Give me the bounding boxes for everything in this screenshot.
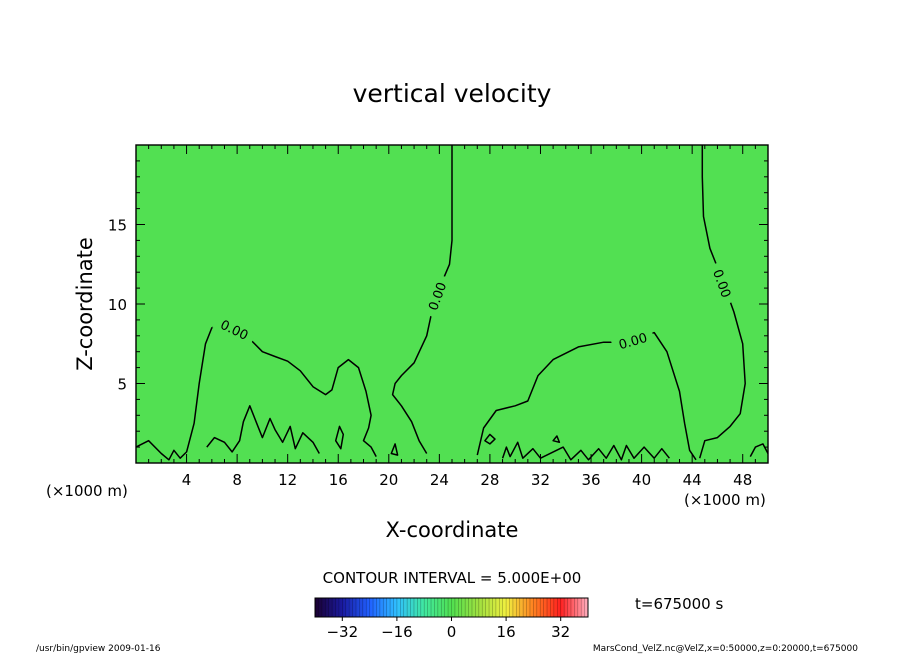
colorbar-tick-label: 0: [447, 623, 457, 641]
time-label: t=675000 s: [635, 595, 723, 613]
y-tick-label: 10: [108, 296, 127, 314]
colorbar-tick-label: −16: [381, 623, 413, 641]
x-tick-label: 8: [232, 471, 242, 489]
x-tick-label: 28: [480, 471, 499, 489]
contour-closed-16: [334, 425, 345, 450]
contour-far-right: [698, 145, 746, 459]
y-tick-label: 5: [117, 376, 127, 394]
contour-lines: [135, 145, 769, 461]
contour-label-bg: [422, 273, 452, 319]
contour-interval: CONTOUR INTERVAL = 5.000E+00: [323, 569, 582, 587]
contour-labels: 0.000.000.000.00: [212, 260, 738, 355]
x-tick-label: 24: [430, 471, 449, 489]
colorbar-divisions: [318, 598, 585, 617]
contour-right-region: [476, 331, 697, 461]
colorbar-tick-label: 16: [497, 623, 516, 641]
contour-label-bg: [707, 260, 738, 306]
contour-blob-c: [552, 435, 561, 444]
x-axis-title: X-coordinate: [386, 518, 519, 542]
y-axis-title: Z-coordinate: [73, 237, 97, 371]
x-tick-label: 20: [379, 471, 398, 489]
footer-left: /usr/bin/gpview 2009-01-16: [36, 644, 161, 654]
colorbar-ticks: −32 −16 0 16 32: [326, 617, 570, 641]
colorbar-tick-label: −32: [326, 623, 358, 641]
colorbar-tick-label: 32: [551, 623, 570, 641]
contour-label-bg: [610, 327, 656, 355]
x-tick-label: 4: [182, 471, 192, 489]
contour-spikes: [501, 441, 670, 461]
footer-right: MarsCond_VelZ.nc@VelZ,x=0:50000,z=0:2000…: [593, 644, 858, 654]
x-unit-right: (×1000 m): [684, 491, 766, 509]
contour-edge-right: [749, 443, 769, 457]
contour-left-region: [135, 319, 377, 461]
x-tick-label: 48: [733, 471, 752, 489]
contour-label-bg: [212, 313, 257, 346]
x-tick-label: 12: [278, 471, 297, 489]
x-tick-label: 44: [683, 471, 702, 489]
contour-blob-b: [484, 433, 496, 445]
x-tick-label: 32: [531, 471, 550, 489]
contour-center-column: [391, 145, 453, 454]
x-tick-label: 16: [329, 471, 348, 489]
x-tick-label: 36: [581, 471, 600, 489]
chart-title: vertical velocity: [353, 79, 552, 108]
y-tick-label: 15: [108, 217, 127, 235]
x-unit-left: (×1000 m): [46, 482, 128, 500]
contour-inner-left: [206, 405, 320, 454]
contour-blob-a: [390, 443, 399, 456]
x-tick-label: 40: [632, 471, 651, 489]
